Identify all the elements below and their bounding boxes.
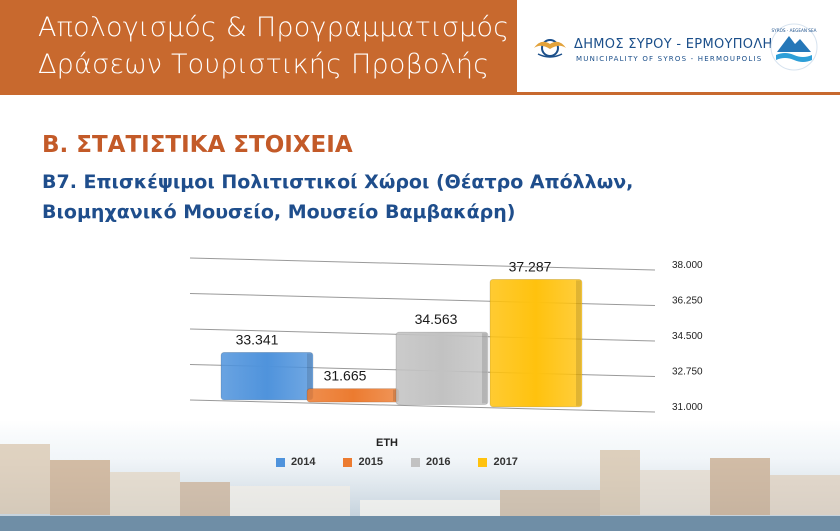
legend-title: ΕΤΗ xyxy=(376,437,398,449)
legend-item-2015: 2015 xyxy=(343,456,383,468)
legend-swatch-2017 xyxy=(478,457,488,467)
gridline xyxy=(189,399,656,413)
bar-chart: 33.341 31.665 34.563 37.287 31.000 32.750 34.… xyxy=(189,257,703,413)
legend-label-2014: 2014 xyxy=(291,456,316,468)
legend-item-2014: 2014 xyxy=(276,456,315,468)
data-label-2016: 34.563 xyxy=(415,311,458,327)
municipality-logo-icon xyxy=(534,39,566,58)
data-label-2015: 31.665 xyxy=(324,368,367,384)
legend-item-2017: 2017 xyxy=(478,456,518,468)
data-label-2017: 37.287 xyxy=(509,258,552,274)
bar-2016 xyxy=(395,331,489,405)
y-tick-label: 36.250 xyxy=(672,296,703,307)
y-tick-label: 38.000 xyxy=(672,260,703,271)
data-label-2014: 33.341 xyxy=(236,331,279,347)
legend: 2014 2015 2016 2017 xyxy=(276,456,518,468)
presentation-title-line1: Απολογισμός & Προγραμματισμός xyxy=(38,12,510,43)
y-tick-label: 34.500 xyxy=(672,331,703,342)
legend-label-2016: 2016 xyxy=(425,456,451,468)
y-tick-label: 31.000 xyxy=(672,402,703,413)
bar-2017 xyxy=(489,278,583,408)
bar-2014 xyxy=(220,352,314,401)
syros-aegean-badge-icon: SYROS · AEGEAN SEA xyxy=(770,23,818,71)
legend-swatch-2014 xyxy=(276,457,285,467)
gridline xyxy=(189,293,656,306)
header-divider xyxy=(0,92,840,95)
municipality-name: ΔΗΜΟΣ ΣΥΡΟΥ - ΕΡΜΟΥΠΟΛΗΣ xyxy=(574,37,782,52)
bar-2015 xyxy=(306,388,400,403)
badge-text: SYROS · AEGEAN SEA xyxy=(772,28,817,33)
chart-subtitle-line2: Βιομηχανικό Μουσείο, Μουσείο Βαμβακάρη) xyxy=(42,201,516,223)
legend-label-2015: 2015 xyxy=(358,456,383,468)
y-tick-label: 32.750 xyxy=(672,367,703,378)
data-labels: 33.341 31.665 34.563 37.287 xyxy=(236,258,552,383)
legend-swatch-2015 xyxy=(343,457,353,467)
harbour-cityscape-image xyxy=(0,420,840,531)
legend-swatch-2016 xyxy=(410,457,420,467)
legend-item-2016: 2016 xyxy=(410,456,451,468)
header-banner xyxy=(0,0,517,92)
gridline xyxy=(189,257,656,271)
presentation-title-line2: Δράσεων Τουριστικής Προβολής xyxy=(38,49,490,80)
section-title: Β. ΣΤΑΤΙΣΤΙΚΑ ΣΤΟΙΧΕΙΑ xyxy=(42,132,353,158)
legend-label-2017: 2017 xyxy=(493,456,518,468)
bars xyxy=(220,278,583,408)
y-axis-ticks: 31.000 32.750 34.500 36.250 38.000 xyxy=(672,260,703,413)
chart-subtitle-line1: Β7. Επισκέψιμοι Πολιτιστικοί Χώροι (Θέατ… xyxy=(42,171,634,193)
municipality-subtitle: MUNICIPALITY OF SYROS - HERMOUPOLIS xyxy=(576,55,763,63)
